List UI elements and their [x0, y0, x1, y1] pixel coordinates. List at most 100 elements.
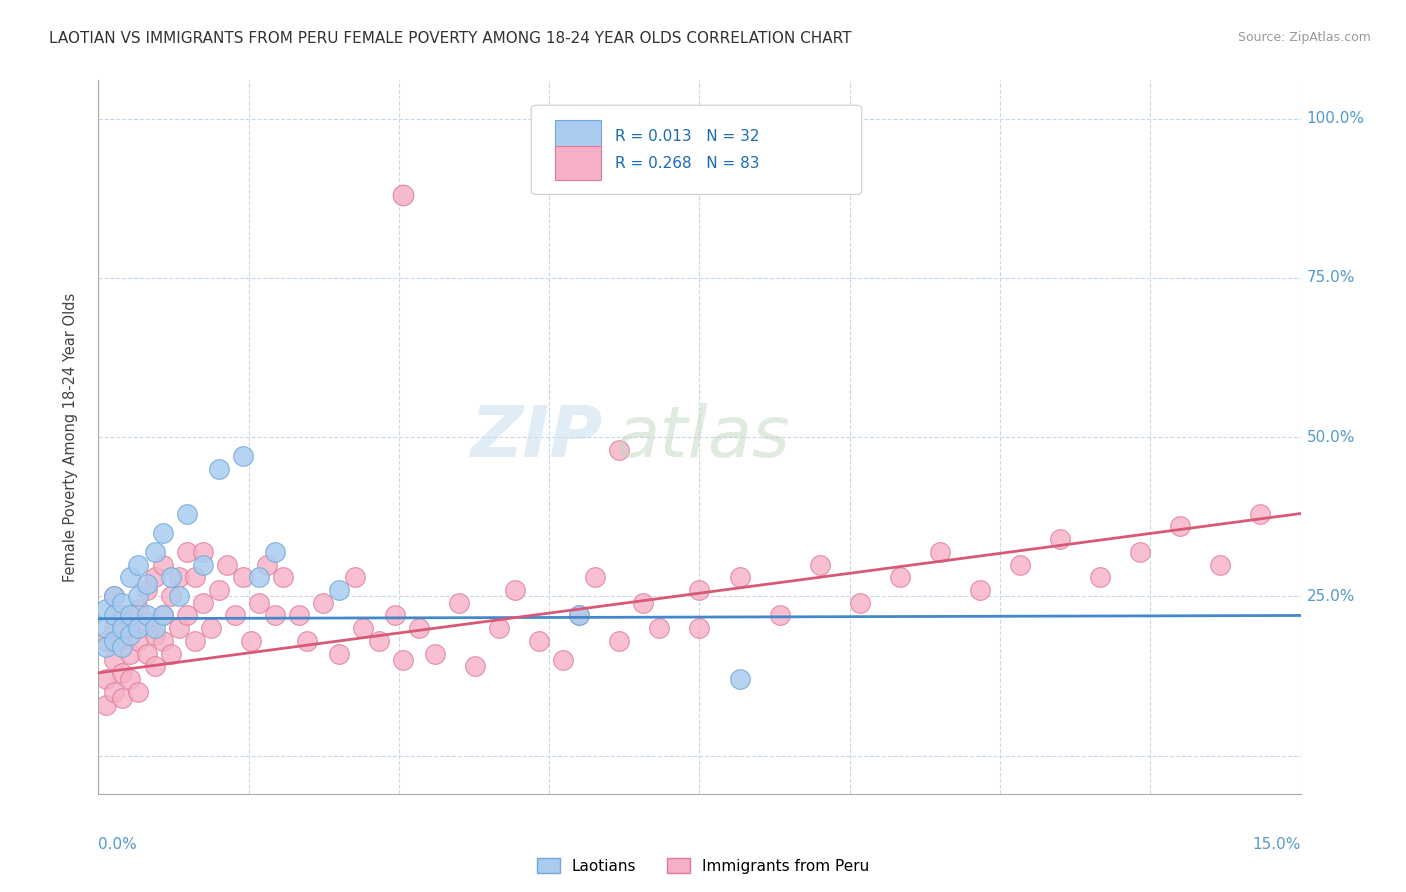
Point: [120, 647, 142, 661]
Point: [135, 608, 157, 623]
Point: [208, 462, 231, 476]
Point: [128, 685, 150, 699]
Point: [529, 634, 551, 648]
Point: [128, 558, 150, 572]
Point: [1010, 558, 1032, 572]
Point: [488, 621, 510, 635]
Point: [1129, 545, 1152, 559]
Point: [103, 590, 125, 604]
Point: [232, 570, 254, 584]
Point: [183, 634, 205, 648]
Point: [111, 634, 134, 648]
Point: [263, 545, 285, 559]
FancyBboxPatch shape: [531, 105, 862, 194]
Text: atlas: atlas: [616, 402, 790, 472]
Point: [152, 525, 174, 540]
Point: [328, 647, 350, 661]
Point: [120, 672, 142, 686]
Point: [256, 558, 278, 572]
Point: [568, 608, 591, 623]
Text: 100.0%: 100.0%: [1306, 111, 1365, 126]
Point: [447, 596, 470, 610]
Point: [159, 570, 181, 584]
Point: [191, 558, 214, 572]
Point: [200, 621, 222, 635]
Point: [143, 627, 166, 641]
Point: [343, 570, 366, 584]
Point: [503, 582, 526, 597]
Text: R = 0.268   N = 83: R = 0.268 N = 83: [616, 155, 759, 170]
Point: [176, 608, 198, 623]
Point: [128, 634, 150, 648]
Point: [191, 545, 214, 559]
Point: [247, 596, 270, 610]
Point: [128, 590, 150, 604]
FancyBboxPatch shape: [555, 146, 600, 180]
Point: [167, 590, 190, 604]
Point: [135, 615, 157, 629]
Point: [368, 634, 391, 648]
Point: [889, 570, 911, 584]
Point: [103, 608, 125, 623]
Point: [328, 582, 350, 597]
Point: [271, 570, 294, 584]
Point: [408, 621, 430, 635]
Point: [96, 621, 118, 635]
Point: [392, 188, 415, 202]
Point: [568, 608, 591, 623]
Point: [103, 590, 125, 604]
Point: [215, 558, 238, 572]
Text: Source: ZipAtlas.com: Source: ZipAtlas.com: [1237, 31, 1371, 45]
Point: [120, 570, 142, 584]
Point: [159, 590, 181, 604]
Point: [583, 570, 606, 584]
Point: [263, 608, 285, 623]
Point: [143, 545, 166, 559]
Point: [208, 582, 231, 597]
Point: [1209, 558, 1232, 572]
Point: [423, 647, 446, 661]
Point: [183, 570, 205, 584]
Point: [392, 653, 415, 667]
Point: [103, 685, 125, 699]
Point: [1170, 519, 1192, 533]
Point: [609, 442, 631, 457]
Point: [384, 608, 406, 623]
Point: [633, 596, 655, 610]
Point: [120, 621, 142, 635]
Point: [96, 640, 118, 655]
Text: LAOTIAN VS IMMIGRANTS FROM PERU FEMALE POVERTY AMONG 18-24 YEAR OLDS CORRELATION: LAOTIAN VS IMMIGRANTS FROM PERU FEMALE P…: [49, 31, 852, 46]
Point: [224, 608, 246, 623]
Point: [120, 627, 142, 641]
Point: [111, 691, 134, 706]
Point: [1049, 532, 1071, 546]
Point: [159, 647, 181, 661]
Point: [464, 659, 486, 673]
Text: R = 0.013   N = 32: R = 0.013 N = 32: [616, 129, 759, 145]
Point: [312, 596, 335, 610]
Point: [929, 545, 952, 559]
Point: [135, 582, 157, 597]
Point: [553, 653, 575, 667]
Point: [96, 634, 118, 648]
Point: [176, 545, 198, 559]
Text: ZIP: ZIP: [471, 402, 603, 472]
Text: 75.0%: 75.0%: [1306, 270, 1355, 285]
Point: [167, 621, 190, 635]
Point: [191, 596, 214, 610]
Point: [688, 582, 710, 597]
Point: [96, 672, 118, 686]
Point: [239, 634, 262, 648]
Point: [688, 621, 710, 635]
Point: [648, 621, 671, 635]
Point: [167, 570, 190, 584]
Text: 25.0%: 25.0%: [1306, 589, 1355, 604]
Point: [152, 634, 174, 648]
Point: [728, 672, 751, 686]
Point: [111, 640, 134, 655]
Y-axis label: Female Poverty Among 18-24 Year Olds: Female Poverty Among 18-24 Year Olds: [63, 293, 77, 582]
Point: [96, 602, 118, 616]
Point: [111, 596, 134, 610]
Point: [143, 659, 166, 673]
Point: [849, 596, 872, 610]
